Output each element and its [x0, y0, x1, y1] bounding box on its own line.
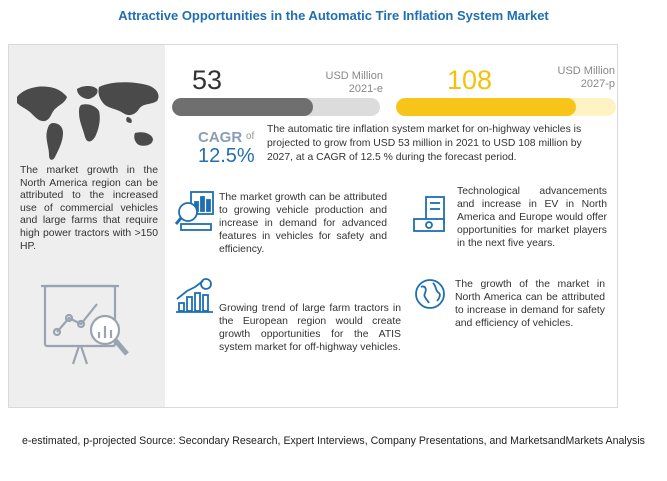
unit-2021: USD Million 2021-e	[305, 70, 383, 96]
value-2027: 108	[447, 65, 493, 95]
cagr-value: 12.5%	[198, 145, 255, 167]
insight-vehicle-production: The market growth can be attributed to g…	[219, 192, 387, 255]
production-chart-icon	[174, 188, 217, 239]
year-2021-label: 2021-e	[348, 83, 383, 95]
infographic-frame: The market growth in the North America r…	[8, 44, 618, 408]
left-panel-text: The market growth in the North America r…	[20, 165, 158, 252]
value-2021: 53	[192, 65, 223, 95]
growth-bar-chart-icon	[175, 277, 215, 318]
cagr-of: of	[246, 131, 255, 142]
source-footnote: e-estimated, p-projected Source: Seconda…	[22, 435, 645, 447]
insight-north-america: The growth of the market in North Americ…	[455, 279, 605, 329]
insight-farm-tractors: Growing trend of large farm tractors in …	[219, 303, 401, 353]
bar-2021-fill	[172, 98, 314, 116]
globe-icon	[413, 277, 447, 316]
page-title: Attractive Opportunities in the Automati…	[118, 8, 549, 23]
world-map-icon	[15, 75, 163, 165]
analytics-magnifier-icon	[39, 280, 139, 370]
unit-2027: USD Million 2027-p	[531, 65, 615, 91]
cagr-label: CAGR	[198, 129, 243, 146]
bar-2027-fill	[396, 98, 577, 116]
left-panel: The market growth in the North America r…	[9, 45, 165, 407]
unit-2027-label: USD Million	[557, 65, 615, 77]
cagr-description: The automatic tire inflation system mark…	[267, 124, 582, 163]
insight-ev-opportunity: Technological advancements and increase …	[457, 186, 607, 249]
bar-2027	[396, 98, 616, 116]
year-2027-label: 2027-p	[580, 78, 615, 90]
bar-2021	[172, 98, 380, 116]
ev-money-icon	[412, 195, 452, 240]
unit-2021-label: USD Million	[325, 70, 383, 82]
